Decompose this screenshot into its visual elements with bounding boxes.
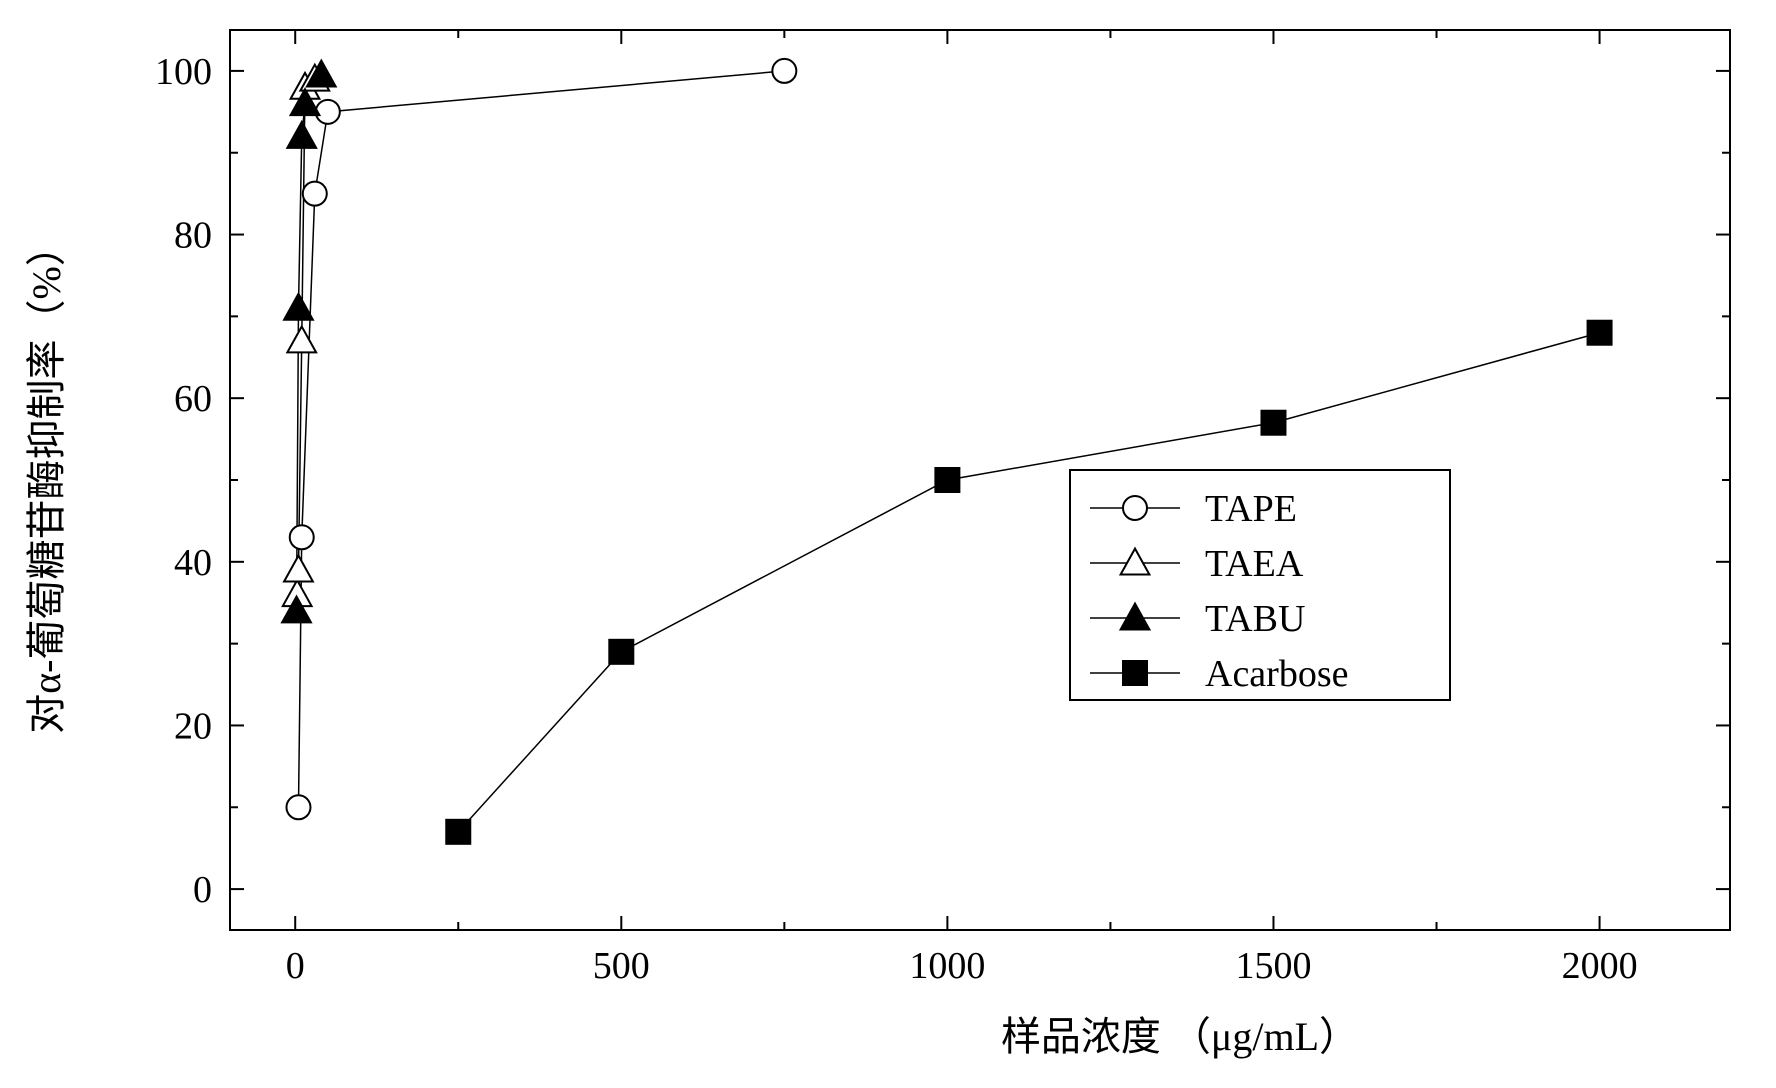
legend-label: Acarbose [1205,653,1348,695]
y-tick-label: 60 [174,378,212,420]
data-marker [290,525,314,549]
y-axis-label: 对α-葡萄糖苷酶抑制率（%） [24,226,69,734]
legend-label: TABU [1205,598,1305,640]
x-tick-label: 1500 [1235,945,1311,987]
x-tick-label: 2000 [1562,945,1638,987]
chart-svg: 0 500 1000 1500 2000 0 20 40 60 80 100 对α-葡萄糖苷酶抑制率（… [0,0,1776,1088]
data-marker [316,100,340,124]
legend-marker [1123,661,1147,685]
legend-label: TAPE [1205,488,1297,530]
data-marker [1261,411,1285,435]
y-tick-label: 80 [174,215,212,257]
x-tick-label: 0 [286,945,305,987]
data-marker [286,795,310,819]
data-marker [1588,321,1612,345]
data-marker [303,182,327,206]
y-tick-label: 0 [193,869,212,911]
legend-label: TAEA [1205,543,1304,585]
y-tick-label: 20 [174,705,212,747]
y-tick-label: 40 [174,542,212,584]
data-marker [609,640,633,664]
y-tick-label: 100 [155,51,212,93]
legend-marker [1123,496,1147,520]
x-tick-label: 1000 [909,945,985,987]
x-axis-label: 样品浓度 （μg/mL） [1001,1014,1359,1059]
x-tick-label: 500 [593,945,650,987]
chart-container: 0 500 1000 1500 2000 0 20 40 60 80 100 对α-葡萄糖苷酶抑制率（… [0,0,1776,1088]
data-marker [935,468,959,492]
data-marker [446,820,470,844]
data-marker [772,59,796,83]
